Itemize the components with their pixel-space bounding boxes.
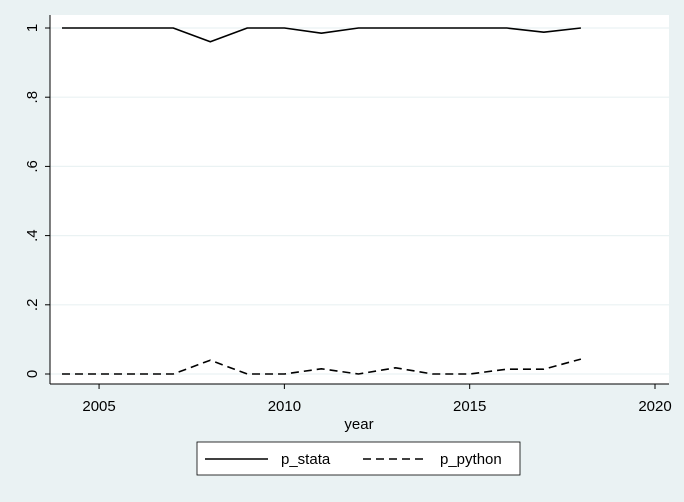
x-axis-title: year xyxy=(344,416,373,433)
y-tick-label: .8 xyxy=(24,91,41,104)
x-tick-label: 2015 xyxy=(453,398,486,415)
y-tick-label: .2 xyxy=(24,299,41,312)
y-tick-label: .4 xyxy=(24,229,41,242)
x-tick-label: 2010 xyxy=(268,398,301,415)
x-tick-label: 2020 xyxy=(638,398,671,415)
legend-label-p-stata: p_stata xyxy=(281,451,331,468)
legend-label-p-python: p_python xyxy=(440,451,502,468)
legend: p_stata p_python xyxy=(196,441,521,476)
series-line-p-python xyxy=(62,358,582,375)
y-tick-label: .6 xyxy=(24,160,41,173)
y-tick-label: 1 xyxy=(24,24,41,32)
y-tick-label: 0 xyxy=(24,370,41,378)
plot-area xyxy=(50,15,669,384)
axes: 0 .2 .4 .6 .8 1 2005 2010 2015 2020 xyxy=(24,15,672,415)
series-lines xyxy=(62,27,582,375)
series-line-p-stata xyxy=(62,27,581,43)
x-tick-label: 2005 xyxy=(82,398,115,415)
